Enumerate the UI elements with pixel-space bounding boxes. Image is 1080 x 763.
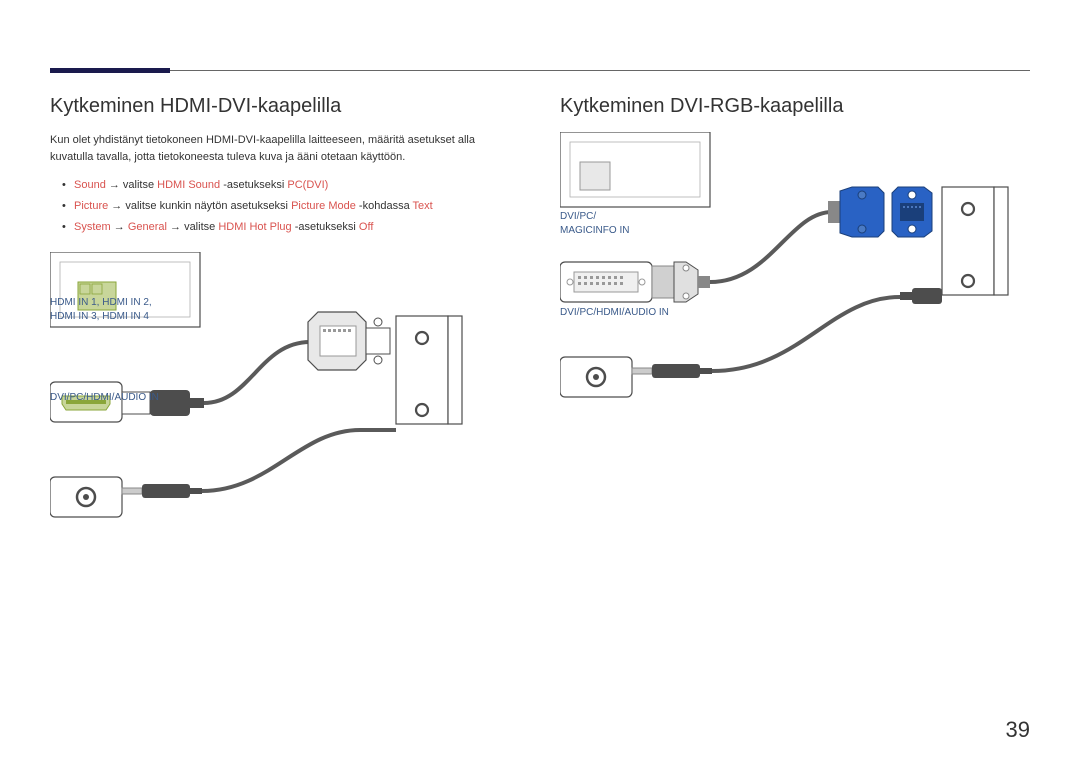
setting-key: Sound xyxy=(74,179,106,191)
setting-key: Off xyxy=(359,221,373,233)
header-rule xyxy=(50,70,1030,71)
setting-text: → valitse xyxy=(167,221,218,233)
setting-key: Text xyxy=(413,200,433,212)
page-number: 39 xyxy=(1006,717,1030,743)
setting-key: PC(DVI) xyxy=(287,179,328,191)
setting-text: -asetukseksi xyxy=(220,179,287,191)
settings-list: Sound → valitse HDMI Sound -asetukseksi … xyxy=(50,175,520,238)
setting-key: HDMI Sound xyxy=(157,179,220,191)
port-label-line: DVI/PC/ xyxy=(560,211,596,222)
setting-key: Picture xyxy=(74,200,108,212)
setting-key: Picture Mode xyxy=(291,200,356,212)
dvi-port-label: DVI/PC/ MAGICINFO IN xyxy=(560,210,629,238)
setting-item: System → General → valitse HDMI Hot Plug… xyxy=(62,217,520,238)
right-title: Kytkeminen DVI-RGB-kaapelilla xyxy=(560,95,1030,118)
hdmi-port-label: HDMI IN 1, HDMI IN 2, HDMI IN 3, HDMI IN… xyxy=(50,296,152,324)
setting-text: -kohdassa xyxy=(356,200,413,212)
setting-key: HDMI Hot Plug xyxy=(218,221,291,233)
setting-text: -asetukseksi xyxy=(292,221,359,233)
left-intro: Kun olet yhdistänyt tietokoneen HDMI-DVI… xyxy=(50,132,520,165)
setting-item: Sound → valitse HDMI Sound -asetukseksi … xyxy=(62,175,520,196)
setting-text: → xyxy=(111,221,128,233)
header-accent xyxy=(50,68,170,73)
left-column: Kytkeminen HDMI-DVI-kaapelilla Kun olet … xyxy=(50,95,520,537)
page-content: Kytkeminen HDMI-DVI-kaapelilla Kun olet … xyxy=(50,95,1030,537)
setting-key: General xyxy=(128,221,167,233)
setting-item: Picture → valitse kunkin näytön asetukse… xyxy=(62,196,520,217)
setting-text: → valitse xyxy=(106,179,157,191)
left-title: Kytkeminen HDMI-DVI-kaapelilla xyxy=(50,95,520,118)
port-label-line: HDMI IN 3, HDMI IN 4 xyxy=(50,311,149,322)
setting-key: System xyxy=(74,221,111,233)
dvi-rgb-diagram-icon xyxy=(560,132,1030,432)
port-label-line: HDMI IN 1, HDMI IN 2, xyxy=(50,297,152,308)
audio-port-label-right: DVI/PC/HDMI/AUDIO IN xyxy=(560,306,669,320)
setting-text: → valitse kunkin näytön asetukseksi xyxy=(108,200,291,212)
audio-port-label: DVI/PC/HDMI/AUDIO IN xyxy=(50,391,159,405)
right-diagram xyxy=(560,132,1030,437)
port-label-line: MAGICINFO IN xyxy=(560,225,629,236)
right-column: Kytkeminen DVI-RGB-kaapelilla xyxy=(560,95,1030,537)
